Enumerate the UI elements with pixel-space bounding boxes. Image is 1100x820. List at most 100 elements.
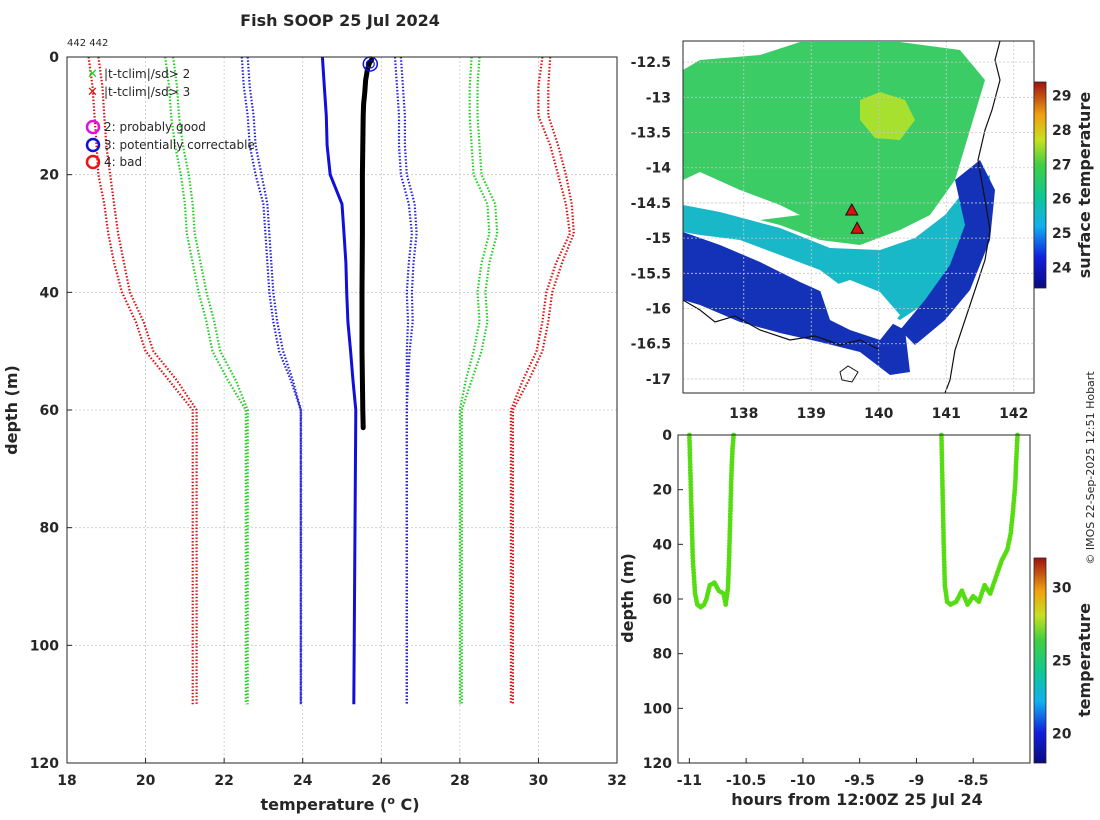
counts-label: 442 442 [67,38,108,49]
map-y-tick-label: -15.5 [631,266,671,282]
profile-x-tick-label: 18 [57,773,76,789]
map-x-tick-label: 138 [729,406,758,422]
map-x-tick-label: 141 [932,406,961,422]
profile-line-clim-2sd [458,56,491,705]
sst-cool-south [683,232,910,375]
legend-flag-2sd: |t-tclim|/sd> 2 [104,67,190,81]
time-depth-x-tick-label: -11 [677,773,702,789]
map-y-tick-label: -13.5 [631,126,671,142]
profile-y-tick-label: 60 [40,403,60,419]
profile-y-tick-label: 80 [40,521,60,537]
profile-panel: 18 20 22 24 26 28 30 32 0 20 40 60 80 100 120 tempera… [2,50,627,814]
legend-bad: 4: bad [104,155,142,169]
profile-line-clim-2sd-b- [172,56,249,705]
legend-probably-good: 2: probably good [104,120,206,134]
profile-y-tick-label: 100 [30,638,59,654]
sst-mid-band [683,175,990,320]
profile-x-label: temperature (o C) [260,794,419,814]
credit-text: © IMOS 22-Sep-2025 12:51 Hobart [1084,371,1097,565]
profile-line-clim-1sd-b- [246,56,302,705]
profile-line-clim-2sd [164,56,247,705]
map-y-tick-label: -12.5 [631,55,671,71]
time-depth-colorbar-tick-label: 25 [1052,654,1071,670]
map-y-tick-label: -16 [646,302,671,318]
station-triangle-marker [844,202,859,216]
time-depth-colorbar-label: temperature [1075,603,1094,717]
time-depth-x-tick-label: -8.5 [958,773,989,789]
profile-line-clim-3sd-b- [511,56,575,705]
legend-probably-good-icon [85,119,101,135]
map-x-tick-label: 139 [797,406,826,422]
time-depth-y-tick-label: 0 [662,428,672,444]
legend-flag-3sd: |t-tclim|/sd> 3 [104,85,190,99]
time-depth-y-tick-label: 120 [643,756,672,772]
time-depth-colorbar-tick-label: 20 [1052,727,1072,743]
time-depth-panel: -11 -10.5 -10 -9.5 -9 -8.5 0 20 40 60 80 100 120 ho… [618,428,1094,809]
profile-x-tick-label: 32 [607,773,626,789]
profile-line-clim-1sd [393,56,414,705]
map-y-tick-label: -17 [646,372,671,388]
profile-y-tick-label: 120 [30,756,59,772]
sst-warm-core [683,42,985,245]
sst-north-patch [860,92,915,140]
sst-cool-east [900,160,995,345]
profile-line-climatology [320,56,358,705]
map-panel: 138 139 140 141 142 -12.5 -13 -13.5 -14 -14.5 -15… [631,40,1094,422]
time-depth-colorbar [1033,557,1047,764]
flag-marker-inner [365,59,375,69]
map-colorbar-label: surface temperature [1075,92,1094,279]
profile-y-tick-label: 40 [40,285,60,301]
coastline-island [839,365,859,383]
observed-profile-line [359,57,374,431]
map-x-ticks: 138 139 140 141 142 [729,406,1028,422]
map-x-tick-label: 140 [864,406,893,422]
profile-x-tick-label: 30 [529,773,549,789]
coastline-south [683,299,881,351]
time-depth-y-tick-label: 20 [653,483,673,499]
map-x-tick-label: 142 [999,406,1028,422]
profile-x-tick-label: 22 [214,773,233,789]
time-depth-y-tick-label: 60 [653,592,673,608]
profile-line-clim-2sd-b- [460,56,499,705]
profile-line-clim-3sd-b- [97,56,198,705]
time-depth-y-tick-label: 80 [653,647,673,663]
time-depth-x-ticks: -11 -10.5 -10 -9.5 -9 -8.5 [677,758,989,789]
profile-x-ticks: 18 20 22 24 26 28 30 32 [57,758,627,789]
time-depth-y-label: depth (m) [618,553,637,643]
time-depth-scatter [687,432,1020,610]
profile-line-clim-1sd-b- [399,56,418,705]
map-colorbar-tick-label: 29 [1052,89,1071,105]
time-depth-x-tick-label: -10.5 [726,773,766,789]
time-depth-y-tick-label: 100 [643,701,672,717]
map-gridlines [683,41,1034,393]
legend-correctable: 3: potentially correctable [104,138,255,152]
legend-x-green-icon: ✕ [87,67,98,82]
legend-correctable-icon [85,137,101,153]
map-y-tick-label: -14 [646,161,672,177]
time-depth-x-tick-label: -9 [909,773,925,789]
profile-plot-area [67,57,617,763]
chart-title: Fish SOOP 25 Jul 2024 [240,11,440,30]
profile-y-label: depth (m) [2,365,21,455]
profile-y-tick-label: 20 [40,168,60,184]
profile-legend: ✕ |t-tclim|/sd> 2 ✕ |t-tclim|/sd> 3 2: p… [85,67,255,170]
sst-gap-south [820,280,900,340]
map-colorbar-tick-label: 28 [1052,123,1071,139]
profile-y-ticks: 0 20 40 60 80 100 120 [30,50,72,772]
map-colorbar-ticks: 24 25 26 27 28 29 [1052,89,1072,277]
map-y-tick-label: -16.5 [631,337,671,353]
profile-line-clim-1sd [240,56,302,705]
legend-bad-icon [85,154,101,170]
map-y-tick-label: -13 [646,90,671,106]
sst-gap-west [683,172,800,220]
map-colorbar-tick-label: 26 [1052,192,1071,208]
map-colorbar-tick-label: 25 [1052,226,1071,242]
map-y-ticks: -12.5 -13 -13.5 -14 -14.5 -15 -15.5 -16 -16.5 -17 [631,55,672,388]
map-colorbar-tick-label: 27 [1052,157,1071,173]
map-colorbar-tick-label: 24 [1052,260,1072,276]
map-y-tick-label: -14.5 [631,196,671,212]
coastline-east [944,41,1001,393]
legend-x-red-icon: ✕ [87,85,98,100]
time-depth-x-tick-label: -9.5 [844,773,875,789]
